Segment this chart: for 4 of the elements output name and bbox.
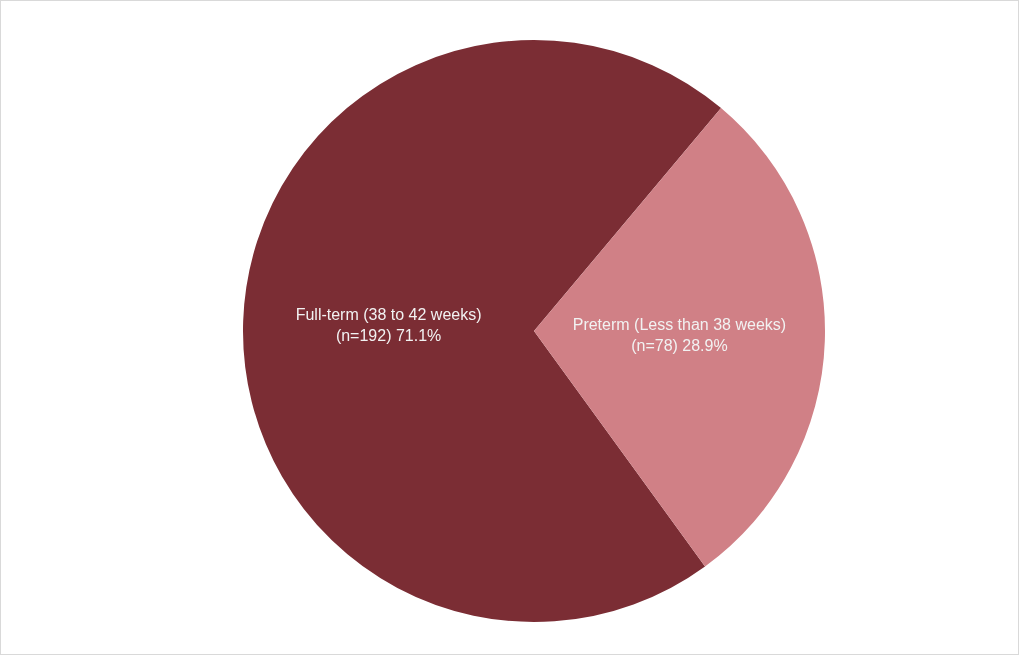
data-label: (n=192) 71.1% bbox=[335, 326, 442, 344]
data-label: (n=78) 28.9% bbox=[631, 336, 728, 354]
slice-label: Full-term (38 to 42 weeks) bbox=[295, 305, 482, 323]
slice-label: Preterm (Less than 38 weeks) bbox=[572, 315, 787, 333]
